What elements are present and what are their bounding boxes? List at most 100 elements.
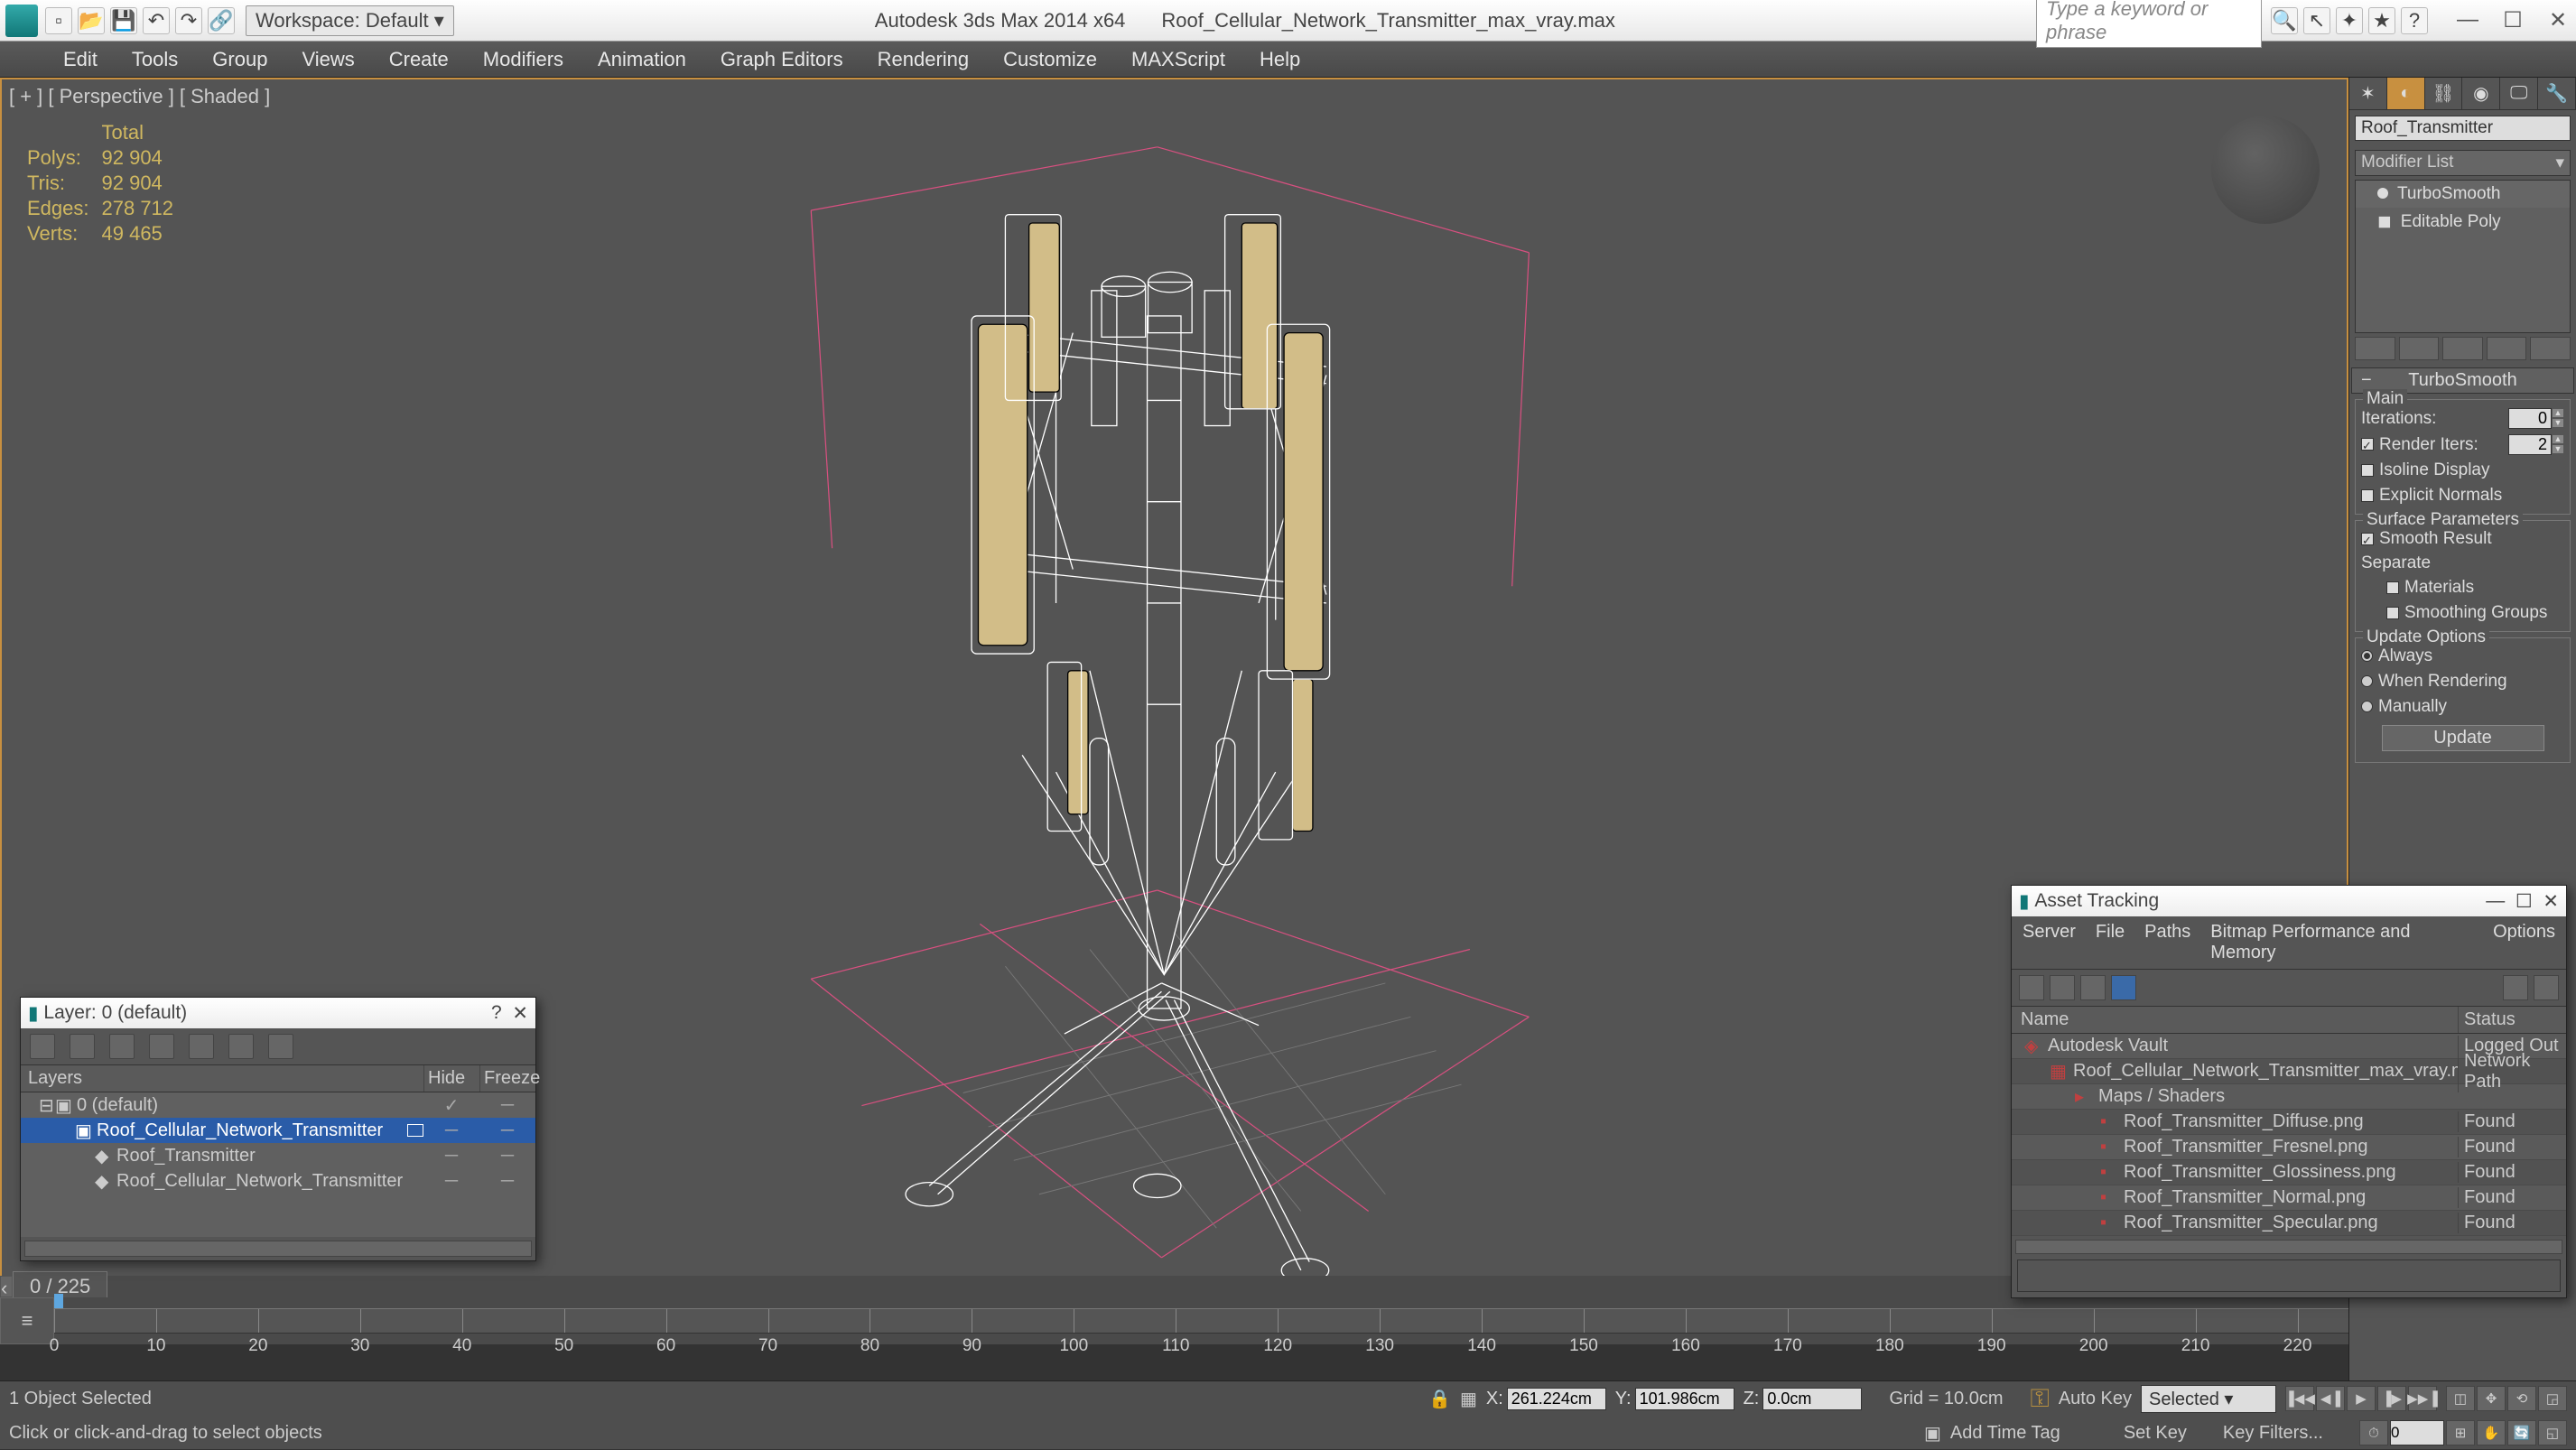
- remove-modifier-icon[interactable]: [2487, 337, 2527, 360]
- nav-icon[interactable]: ◲: [2538, 1386, 2567, 1411]
- setkey-button[interactable]: Set Key: [2124, 1423, 2187, 1444]
- layer-row[interactable]: ⊟▣0 (default)✓─: [21, 1092, 535, 1118]
- menu-maxscript[interactable]: MAXScript: [1131, 48, 1225, 71]
- menu-tools[interactable]: Tools: [132, 48, 178, 71]
- asset-menu-item[interactable]: Server: [2023, 922, 2076, 963]
- smooth-result-checkbox[interactable]: [2361, 533, 2374, 545]
- display-tab[interactable]: 🖵: [2500, 78, 2538, 109]
- menu-group[interactable]: Group: [212, 48, 267, 71]
- asset-menu-item[interactable]: Paths: [2144, 922, 2190, 963]
- prev-frame-button[interactable]: ◀▐: [2316, 1386, 2345, 1411]
- name-col-header[interactable]: Name: [2012, 1007, 2458, 1033]
- manually-radio[interactable]: [2361, 701, 2373, 712]
- pin-stack-icon[interactable]: [2355, 337, 2395, 360]
- next-frame-button[interactable]: ▐▶: [2377, 1386, 2406, 1411]
- status-col-header[interactable]: Status: [2458, 1007, 2566, 1033]
- asset-menu-item[interactable]: Options: [2493, 922, 2555, 963]
- menu-rendering[interactable]: Rendering: [878, 48, 970, 71]
- modifier-item[interactable]: ◼Editable Poly: [2356, 208, 2570, 236]
- goto-start-button[interactable]: ▐◀◀: [2285, 1386, 2314, 1411]
- layers-col-header[interactable]: Layers: [21, 1065, 423, 1092]
- asset-menu-item[interactable]: File: [2096, 922, 2125, 963]
- keyfilters-button[interactable]: Key Filters...: [2223, 1423, 2323, 1444]
- maximize-button[interactable]: ☐: [2500, 7, 2525, 33]
- isoline-checkbox[interactable]: [2361, 464, 2374, 477]
- info-icon[interactable]: [2534, 975, 2559, 1000]
- asset-row[interactable]: ▪Roof_Transmitter_Diffuse.pngFound: [2012, 1110, 2566, 1135]
- nav-icon[interactable]: ◱: [2538, 1420, 2567, 1445]
- open-icon[interactable]: 📂: [78, 7, 105, 34]
- highlight-layer-icon[interactable]: [189, 1034, 214, 1059]
- new-icon[interactable]: ▫: [45, 7, 72, 34]
- redo-icon[interactable]: ↷: [175, 7, 202, 34]
- exchange-icon[interactable]: ✦: [2336, 7, 2363, 34]
- workspace-selector[interactable]: Workspace: Default ▾: [246, 5, 454, 36]
- time-tag-icon[interactable]: ▣: [1924, 1422, 1941, 1445]
- asset-row[interactable]: ▦Roof_Cellular_Network_Transmitter_max_v…: [2012, 1059, 2566, 1084]
- freeze-col-header[interactable]: Freeze: [479, 1065, 535, 1092]
- modifier-stack[interactable]: TurboSmooth ◼Editable Poly: [2355, 180, 2571, 333]
- help-icon[interactable]: [2503, 975, 2528, 1000]
- nav-icon[interactable]: 🔄: [2507, 1420, 2536, 1445]
- isolate-icon[interactable]: ◫: [2446, 1386, 2475, 1411]
- help-icon[interactable]: ?: [2401, 7, 2428, 34]
- asset-row[interactable]: ▪Roof_Transmitter_Specular.pngFound: [2012, 1211, 2566, 1236]
- asset-row[interactable]: ▪Roof_Transmitter_Normal.pngFound: [2012, 1185, 2566, 1211]
- asset-tracking-dialog[interactable]: ▮ Asset Tracking— ☐ ✕ ServerFilePathsBit…: [2011, 885, 2567, 1298]
- goto-end-button[interactable]: ▶▶▐: [2408, 1386, 2437, 1411]
- modify-tab[interactable]: ◐: [2387, 78, 2425, 109]
- asset-h-scrollbar[interactable]: [2015, 1240, 2562, 1254]
- app-icon[interactable]: [5, 5, 38, 37]
- menu-help[interactable]: Help: [1260, 48, 1300, 71]
- render-iters-checkbox[interactable]: [2361, 438, 2374, 451]
- layer-dialog[interactable]: ▮ Layer: 0 (default)? ✕ LayersHideFreeze…: [20, 997, 536, 1261]
- explicit-normals-checkbox[interactable]: [2361, 489, 2374, 502]
- scroll-left-button[interactable]: ‹: [0, 1276, 13, 1297]
- timeline[interactable]: ≡ 01020304050607080901001101201301401501…: [0, 1297, 2348, 1344]
- nav-icon[interactable]: ✋: [2477, 1420, 2506, 1445]
- hide-col-header[interactable]: Hide: [423, 1065, 479, 1092]
- asset-menu-item[interactable]: Bitmap Performance and Memory: [2210, 922, 2473, 963]
- update-button[interactable]: Update: [2382, 725, 2544, 751]
- autokey-button[interactable]: Auto Key: [2059, 1389, 2132, 1409]
- close-button[interactable]: ✕: [2545, 7, 2571, 33]
- menu-edit[interactable]: Edit: [63, 48, 98, 71]
- play-button[interactable]: ▶: [2347, 1386, 2376, 1411]
- dialog-close-button[interactable]: ✕: [2543, 890, 2559, 913]
- smoothing-groups-checkbox[interactable]: [2386, 607, 2399, 619]
- add-to-layer-icon[interactable]: [109, 1034, 135, 1059]
- viewcube[interactable]: [2211, 116, 2320, 224]
- arrow-icon[interactable]: ↖: [2303, 7, 2330, 34]
- select-layer-icon[interactable]: [149, 1034, 174, 1059]
- star-icon[interactable]: ★: [2368, 7, 2395, 34]
- iterations-spinner[interactable]: ▲▼: [2508, 408, 2564, 429]
- render-iters-spinner[interactable]: ▲▼: [2508, 434, 2564, 455]
- lock-icon[interactable]: 🔒: [1428, 1388, 1451, 1410]
- search-input[interactable]: Type a keyword or phrase: [2036, 0, 2262, 48]
- table-icon[interactable]: [2111, 975, 2136, 1000]
- link-icon[interactable]: 🔗: [208, 7, 235, 34]
- new-layer-icon[interactable]: [30, 1034, 55, 1059]
- layer-row[interactable]: ◆Roof_Cellular_Network_Transmitter──: [21, 1168, 535, 1194]
- list-icon[interactable]: [2050, 975, 2075, 1000]
- menu-animation[interactable]: Animation: [598, 48, 686, 71]
- layer-row[interactable]: ▣Roof_Cellular_Network_Transmitter──: [21, 1118, 535, 1143]
- add-time-tag-button[interactable]: Add Time Tag: [1950, 1423, 2060, 1444]
- show-end-result-icon[interactable]: [2399, 337, 2440, 360]
- modifier-list-dropdown[interactable]: Modifier List▾: [2355, 150, 2571, 176]
- when-rendering-radio[interactable]: [2361, 675, 2373, 687]
- nav-icon[interactable]: ⊞: [2446, 1420, 2475, 1445]
- y-coord-input[interactable]: [1635, 1388, 1734, 1410]
- asset-path-field[interactable]: [2017, 1259, 2561, 1292]
- hide-layer-icon[interactable]: [228, 1034, 254, 1059]
- dialog-help-button[interactable]: ?: [491, 1002, 502, 1024]
- save-icon[interactable]: 💾: [110, 7, 137, 34]
- undo-icon[interactable]: ↶: [143, 7, 170, 34]
- delete-layer-icon[interactable]: [70, 1034, 95, 1059]
- menu-create[interactable]: Create: [389, 48, 449, 71]
- asset-row[interactable]: ▪Roof_Transmitter_Fresnel.pngFound: [2012, 1135, 2566, 1160]
- autokey-dropdown[interactable]: Selected ▾: [2141, 1385, 2276, 1413]
- timeline-config-icon[interactable]: ≡: [0, 1297, 54, 1344]
- layer-row[interactable]: ◆Roof_Transmitter──: [21, 1143, 535, 1168]
- layer-scrollbar[interactable]: [24, 1241, 532, 1257]
